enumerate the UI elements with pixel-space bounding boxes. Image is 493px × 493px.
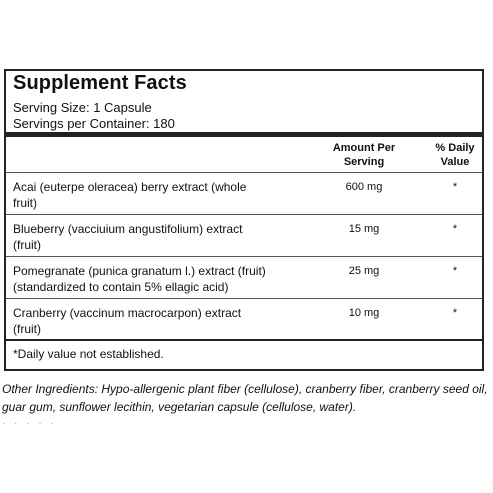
divider [6, 339, 482, 341]
ingredient-name-line2: fruit) [13, 196, 37, 210]
ingredient-name-line1: Blueberry (vacciuium angustifolium) extr… [13, 222, 243, 236]
ingredient-amount: 25 mg [348, 265, 380, 277]
ingredient-name: Blueberry (vacciuium angustifolium) extr… [13, 221, 293, 253]
ingredient-name-line2: (fruit) [13, 322, 41, 336]
ingredient-daily-value: * [452, 223, 458, 235]
ingredient-amount: 10 mg [348, 307, 380, 319]
dv-header-line2: Value [440, 156, 470, 168]
amount-header-line2: Serving [343, 156, 385, 168]
supplement-facts-panel: Supplement Facts Serving Size: 1 Capsule… [4, 69, 484, 371]
other-ingredients: Other Ingredients: Hypo-allergenic plant… [2, 382, 488, 414]
ingredient-name: Cranberry (vaccinum macrocarpon) extract… [13, 305, 293, 337]
ingredient-name-line1: Acai (euterpe oleracea) berry extract (w… [13, 180, 247, 194]
daily-value-header: % Daily Value [425, 141, 485, 169]
cut-off-text-decoration: · · · · · [2, 418, 57, 429]
amount-per-serving-header: Amount Per Serving [324, 141, 404, 169]
ingredient-amount: 600 mg [345, 181, 383, 193]
divider [6, 256, 482, 257]
ingredient-amount: 15 mg [348, 223, 380, 235]
thick-divider [6, 132, 482, 137]
divider [6, 298, 482, 299]
amount-header-line1: Amount Per [332, 142, 396, 154]
ingredient-daily-value: * [452, 181, 458, 193]
divider [6, 214, 482, 215]
ingredient-name-line2: (standardized to contain 5% ellagic acid… [13, 280, 229, 294]
ingredient-daily-value: * [452, 307, 458, 319]
ingredient-name: Acai (euterpe oleracea) berry extract (w… [13, 179, 293, 211]
ingredient-name-line1: Cranberry (vaccinum macrocarpon) extract [13, 306, 242, 320]
divider [6, 172, 482, 173]
serving-size: Serving Size: 1 Capsule [13, 100, 152, 115]
footnote: *Daily value not established. [13, 347, 164, 361]
dv-header-line1: % Daily [435, 142, 475, 154]
servings-per-container: Servings per Container: 180 [13, 116, 175, 131]
panel-title: Supplement Facts [13, 72, 187, 94]
ingredient-daily-value: * [452, 265, 458, 277]
ingredient-name-line1: Pomegranate (punica granatum l.) extract… [13, 264, 266, 278]
ingredient-name: Pomegranate (punica granatum l.) extract… [13, 263, 293, 295]
ingredient-name-line2: (fruit) [13, 238, 41, 252]
